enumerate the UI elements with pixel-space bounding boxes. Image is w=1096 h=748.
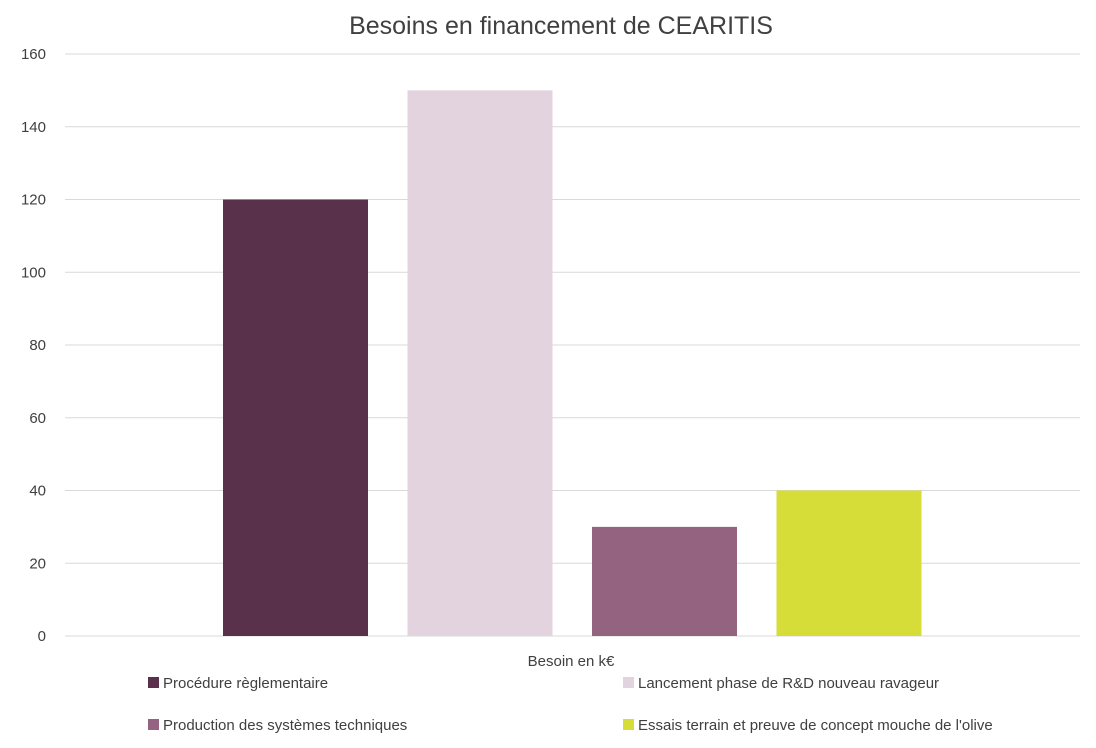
- y-tick-label: 60: [29, 410, 46, 427]
- legend-label: Production des systèmes techniques: [163, 717, 407, 734]
- bar: [223, 199, 368, 636]
- bar: [776, 490, 922, 636]
- legend-swatch: [148, 719, 159, 730]
- legend-label: Procédure règlementaire: [163, 675, 328, 692]
- y-tick-label: 20: [29, 555, 46, 572]
- y-axis-ticks: 0 20 40 60 80 100 120 140 160: [21, 46, 46, 645]
- y-tick-label: 40: [29, 483, 46, 500]
- legend-swatch: [623, 719, 634, 730]
- legend-swatch: [623, 677, 634, 688]
- y-tick-label: 160: [21, 46, 46, 63]
- legend-item: Lancement phase de R&D nouveau ravageur: [623, 675, 939, 692]
- y-tick-label: 100: [21, 264, 46, 281]
- legend-swatch: [148, 677, 159, 688]
- legend-item: Essais terrain et preuve de concept mouc…: [623, 717, 993, 734]
- legend-label: Essais terrain et preuve de concept mouc…: [638, 717, 993, 734]
- y-tick-label: 140: [21, 119, 46, 136]
- legend-label: Lancement phase de R&D nouveau ravageur: [638, 675, 939, 692]
- bars: [223, 90, 922, 636]
- y-tick-label: 120: [21, 192, 46, 209]
- gridlines: [65, 53, 1080, 637]
- y-tick-label: 0: [38, 628, 46, 645]
- x-category-label: Besoin en k€: [528, 653, 615, 670]
- bar: [407, 90, 553, 636]
- legend-item: Procédure règlementaire: [148, 675, 328, 692]
- legend: Procédure règlementaire Lancement phase d…: [148, 675, 993, 734]
- chart-title: Besoins en financement de CEARITIS: [349, 12, 773, 40]
- y-tick-label: 80: [29, 337, 46, 354]
- legend-item: Production des systèmes techniques: [148, 717, 407, 734]
- bar: [592, 526, 737, 636]
